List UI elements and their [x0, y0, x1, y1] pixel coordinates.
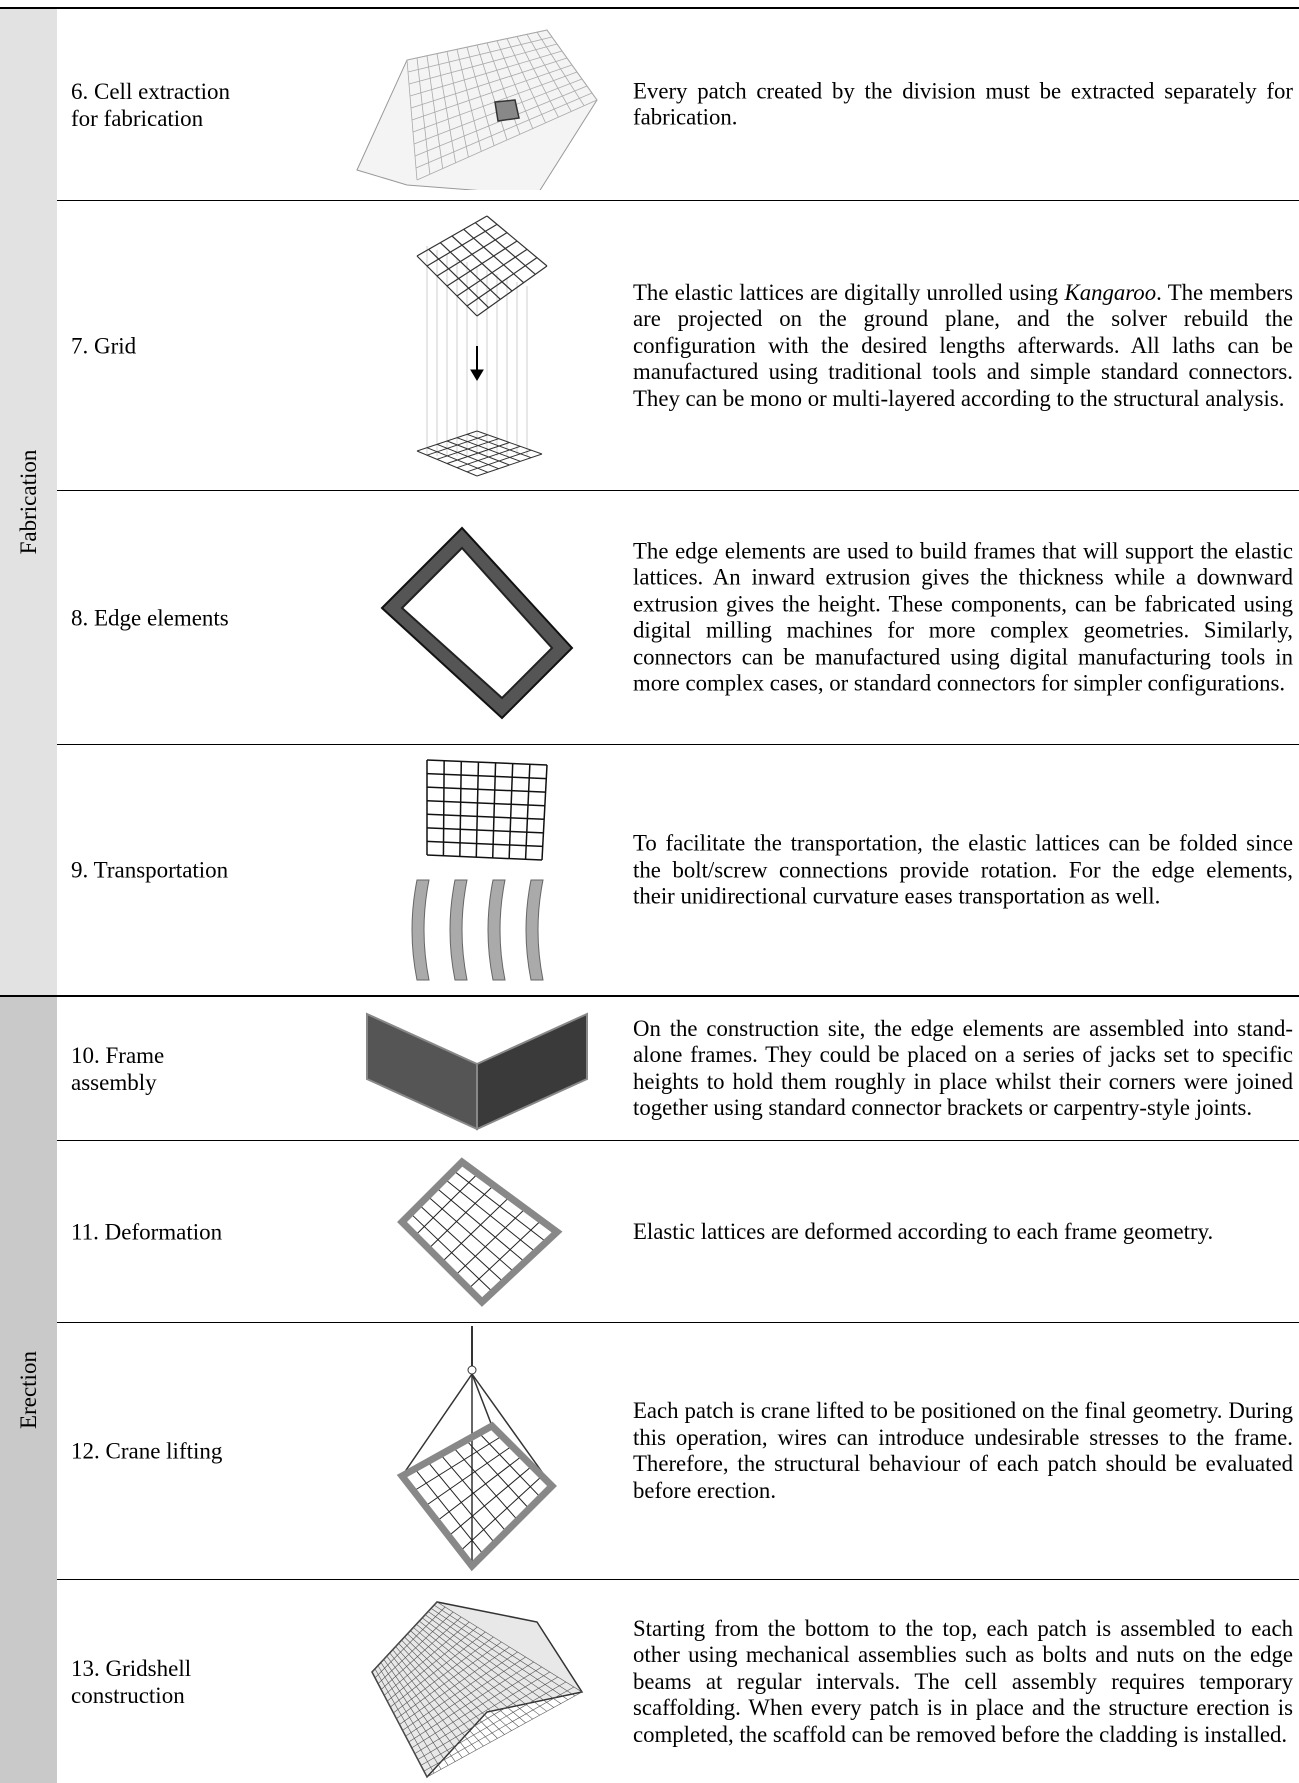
- table-row: 9. Transportation To facilitate the trans…: [57, 744, 1299, 995]
- table-row: 8. Edge elements The edge elements are us…: [57, 490, 1299, 744]
- group-label: Fabrication: [15, 449, 41, 555]
- step-label: 8. Edge elements: [71, 605, 229, 630]
- table-row: 13. Gridshell construction Starting from …: [57, 1579, 1299, 1783]
- group-label: Erection: [15, 1351, 41, 1429]
- step-description: Each patch is crane lifted to be positio…: [633, 1398, 1293, 1503]
- step-label: 7. Grid: [71, 333, 137, 358]
- step-illustration: [320, 201, 633, 490]
- step-illustration: [320, 1580, 633, 1783]
- illustration: [396, 1156, 562, 1307]
- illustration: [365, 1011, 588, 1131]
- table-row: 6. Cell extraction for fabrication Every …: [57, 9, 1299, 200]
- illustration: [411, 759, 548, 981]
- step-illustration: [320, 745, 633, 995]
- step-description: Starting from the bottom to the top, eac…: [633, 1615, 1293, 1747]
- table-row: 12. Crane lifting Each patch is crane lif…: [57, 1322, 1299, 1579]
- step-label: 11. Deformation: [71, 1219, 223, 1244]
- step-description: Every patch created by the division must…: [633, 78, 1293, 130]
- step-label: 6. Cell extraction for fabrication: [71, 78, 231, 131]
- description-segment: The elastic lattices are digitally unrol…: [633, 279, 1065, 305]
- step-illustration: [320, 9, 633, 200]
- step-description: Elastic lattices are deformed according …: [633, 1218, 1214, 1244]
- illustration: [396, 1326, 557, 1572]
- step-label: 13. Gridshell construction: [71, 1655, 192, 1708]
- group-band: Fabrication: [0, 9, 57, 995]
- top-rule: [0, 7, 1299, 9]
- description-segment: Kangaroo: [1064, 279, 1157, 305]
- step-label: 10. Frame assembly: [71, 1042, 165, 1095]
- step-illustration: [320, 997, 633, 1140]
- step-illustration: [320, 1323, 633, 1579]
- step-description: The elastic lattices are digitally unrol…: [633, 279, 1293, 412]
- group-band: Erection: [0, 995, 57, 1783]
- illustration: [416, 214, 547, 476]
- step-illustration: [320, 1141, 633, 1322]
- illustration: [355, 28, 598, 190]
- step-label: 9. Transportation: [71, 857, 229, 883]
- table-row: 10. Frame assembly On the construction si…: [57, 995, 1299, 1140]
- step-description: The edge elements are used to build fram…: [633, 538, 1293, 696]
- step-label: 12. Crane lifting: [71, 1438, 223, 1464]
- step-description: On the construction site, the edge eleme…: [633, 1015, 1293, 1121]
- illustration: [380, 526, 573, 719]
- description-segment: . The members are projected on the groun…: [633, 279, 1293, 411]
- table-row: 11. Deformation Elastic lattices are defo…: [57, 1140, 1299, 1322]
- step-description: To facilitate the transportation, the el…: [633, 830, 1293, 909]
- illustration: [370, 1600, 583, 1778]
- table-row: 7. Grid The elastic lattices are digitall…: [57, 200, 1299, 490]
- step-illustration: [320, 491, 633, 744]
